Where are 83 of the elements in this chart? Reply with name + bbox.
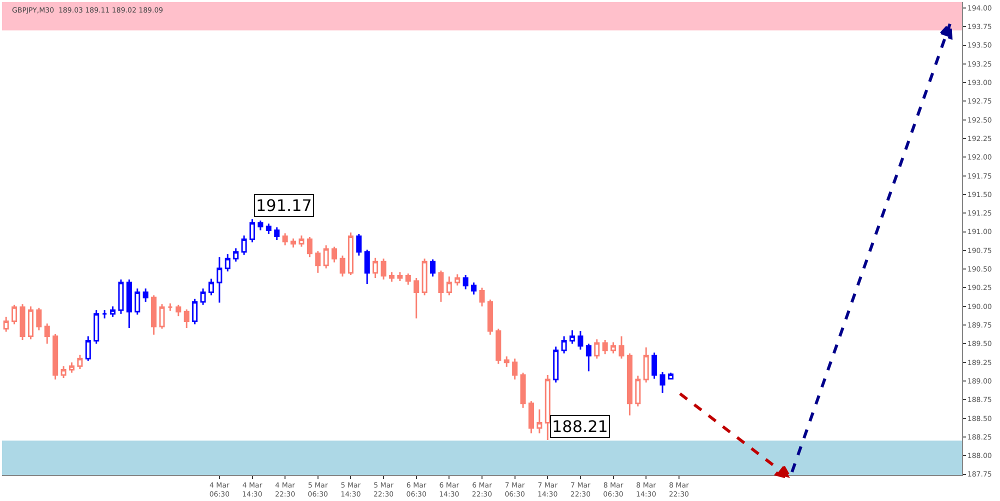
annotation: 191.17: [256, 196, 312, 215]
candlestick: [380, 258, 386, 280]
candlestick: [233, 247, 239, 262]
candlestick: [487, 298, 493, 336]
candlestick: [77, 354, 83, 370]
candlestick: [405, 272, 411, 286]
candlestick: [332, 246, 338, 264]
candlestick: [323, 244, 329, 270]
candlestick: [28, 306, 34, 340]
candlestick: [594, 338, 600, 360]
candlestick: [306, 236, 312, 258]
candlestick: [570, 330, 576, 344]
candlestick: [602, 339, 608, 355]
candlestick: [635, 375, 641, 408]
candlestick: [290, 238, 296, 248]
candlestick: [528, 400, 534, 434]
candlestick: [282, 232, 288, 246]
candlestick: [643, 346, 649, 384]
candlestick: [102, 309, 108, 320]
candlestick: [471, 282, 477, 296]
candlestick: [348, 232, 354, 276]
candlestick: [110, 306, 116, 318]
candlestick: [356, 233, 362, 256]
candlestick: [364, 248, 370, 285]
candlestick: [553, 346, 559, 384]
candlestick: [430, 258, 436, 278]
candlestick: [372, 257, 378, 279]
candlestick: [250, 218, 256, 243]
candlestick: [652, 352, 658, 380]
candlestick: [12, 304, 18, 326]
candlestick: [159, 303, 165, 330]
candlestick: [536, 408, 542, 434]
candlestick: [610, 341, 616, 354]
candlestick: [85, 335, 91, 362]
candlestick: [454, 274, 460, 286]
candlestick: [3, 316, 9, 333]
candlestick: [446, 276, 452, 296]
candlestick: [668, 372, 674, 380]
candlestick: [126, 278, 132, 329]
candlestick: [586, 342, 592, 372]
candlestick: [266, 222, 272, 235]
candlestick: [241, 234, 247, 256]
candlestick: [388, 271, 394, 283]
candlestick: [496, 328, 502, 365]
candlestick: [167, 302, 173, 312]
candlestick: [414, 277, 420, 320]
candlestick: [298, 234, 304, 248]
candlestick: [479, 286, 485, 308]
candlestick: [512, 358, 518, 380]
candlestick: [626, 352, 632, 416]
candlestick: [36, 307, 42, 332]
candlestick: [340, 254, 346, 278]
annotation: 188.21: [552, 417, 608, 436]
candlestick: [200, 288, 206, 306]
candlestick: [224, 253, 230, 272]
candlestick: [397, 271, 403, 282]
candlestick: [504, 356, 510, 368]
candlestick: [142, 288, 148, 303]
candlestick: [118, 278, 124, 315]
candlestick: [618, 335, 624, 360]
candlestick: [192, 298, 198, 326]
candlestick: [462, 274, 468, 290]
candlestick: [216, 256, 222, 304]
candlestick: [44, 322, 50, 344]
candlestick: [208, 278, 214, 296]
candlestick: [68, 362, 74, 374]
candlestick: [660, 371, 666, 394]
candlestick: [151, 294, 157, 336]
candlestick: [315, 250, 321, 274]
candlestick: [438, 270, 444, 303]
candlestick: [20, 303, 26, 341]
candlestick: [274, 226, 280, 241]
candlestick: [94, 309, 100, 344]
candlestick: [52, 333, 58, 380]
candlestick: [184, 308, 190, 329]
candlestick: [561, 335, 567, 354]
candlestick: [422, 258, 428, 296]
candlestick: [60, 365, 66, 379]
candlestick: [134, 288, 140, 316]
candlestick: [176, 304, 182, 317]
candlestick: [258, 220, 264, 232]
candlestick: [578, 330, 584, 350]
candlestick: [520, 372, 526, 409]
